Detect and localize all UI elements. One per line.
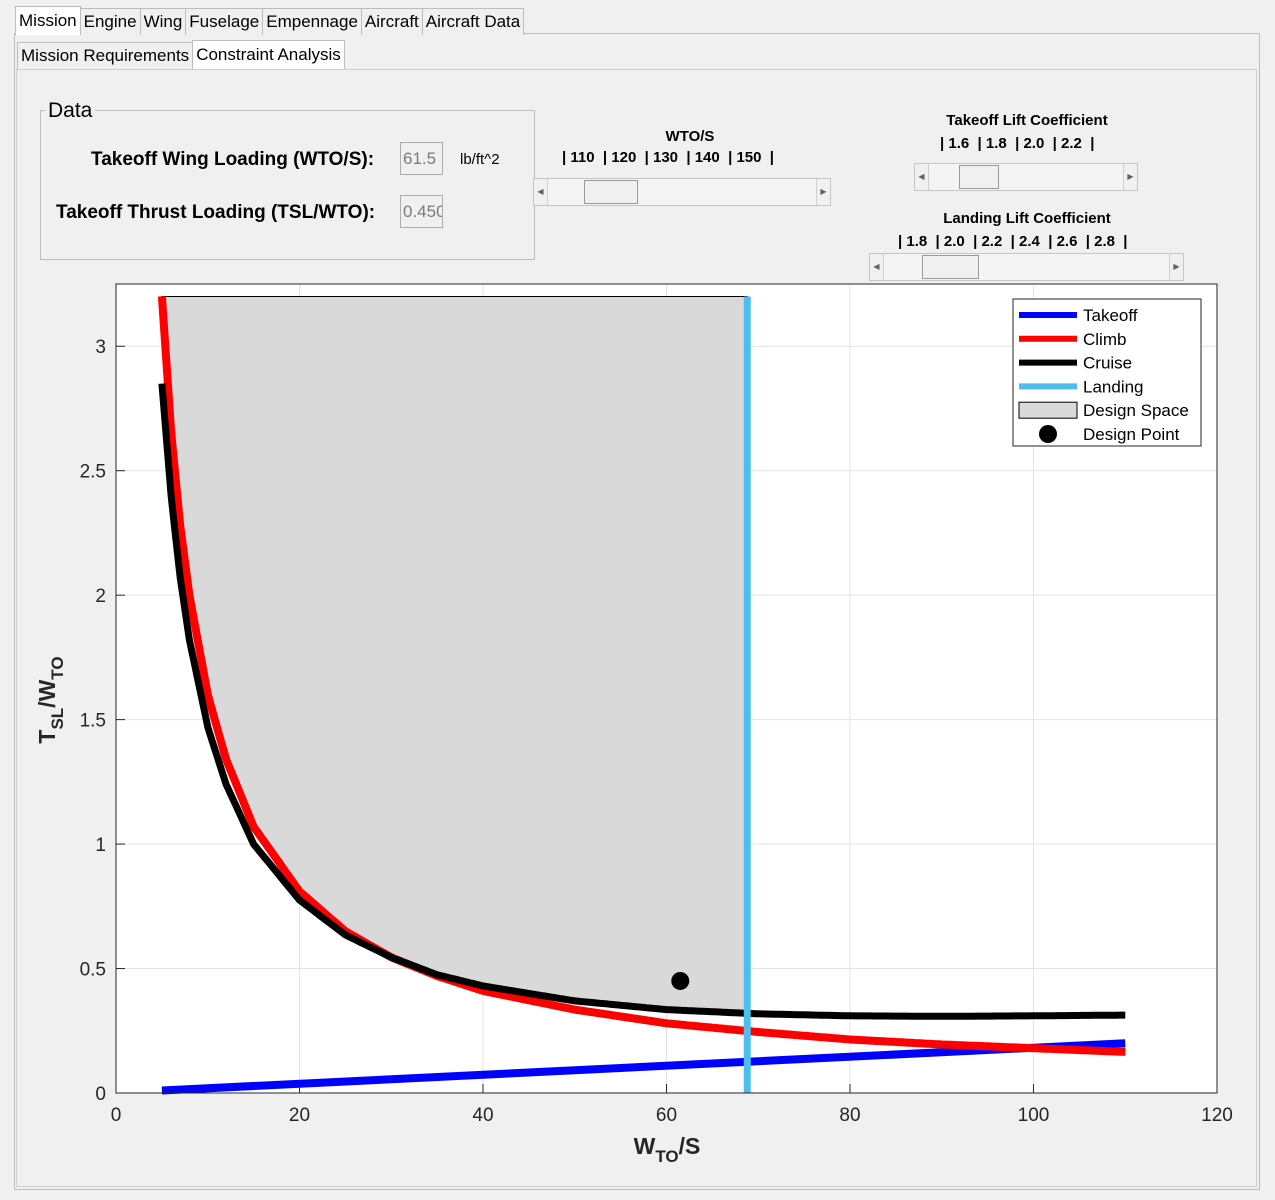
legend-swatch-design-point: [1039, 425, 1057, 443]
y-tick-label: 1: [95, 835, 106, 856]
main-tab-bar: Mission Engine Wing Fuselage Empennage Aircra…: [15, 6, 525, 35]
chart-legend: Takeoff Climb Cruise Landing Design Space Des…: [1012, 298, 1202, 447]
tab-aircraft-data[interactable]: Aircraft Data: [421, 8, 525, 35]
legend-label-design-point: Design Point: [1083, 425, 1180, 444]
landing-cl-slider-thumb[interactable]: [922, 255, 979, 279]
tab-aircraft[interactable]: Aircraft: [360, 8, 423, 35]
x-tick-label: 60: [656, 1105, 677, 1126]
y-tick-label: 0: [95, 1084, 106, 1105]
takeoff-cl-slider-thumb[interactable]: [959, 165, 999, 189]
wto-s-slider-ticks: | 110 | 120 | 130 | 140 | 150 |: [562, 149, 774, 166]
wing-loading-field[interactable]: 61.5: [400, 142, 443, 175]
slider-right-arrow-icon[interactable]: ▶: [1169, 254, 1183, 280]
y-axis-label: TSL/WTO: [34, 656, 67, 743]
legend-label-takeoff: Takeoff: [1083, 306, 1138, 325]
subtab-mission-requirements[interactable]: Mission Requirements: [17, 42, 194, 69]
wing-loading-unit: lb/ft^2: [460, 151, 500, 168]
slider-left-arrow-icon[interactable]: ◀: [870, 254, 884, 280]
axis-ticks: 0 20 40 60 80 100 120 0 0.5 1 1.5 2 2.5 3: [80, 337, 1233, 1126]
thrust-loading-field[interactable]: 0.450: [400, 195, 443, 228]
slider-right-arrow-icon[interactable]: ▶: [816, 179, 830, 205]
wto-s-slider[interactable]: ◀ ▶: [533, 178, 831, 206]
y-tick-label: 2: [95, 586, 106, 607]
x-tick-label: 0: [111, 1105, 122, 1126]
x-tick-label: 40: [472, 1105, 493, 1126]
sub-tab-bar: Mission Requirements Constraint Analysis: [17, 40, 345, 69]
slider-left-arrow-icon[interactable]: ◀: [534, 179, 548, 205]
legend-label-landing: Landing: [1083, 377, 1144, 396]
tab-mission[interactable]: Mission: [15, 6, 81, 35]
x-tick-label: 120: [1201, 1105, 1233, 1126]
wto-s-slider-thumb[interactable]: [584, 180, 638, 204]
legend-box: [1012, 298, 1202, 447]
x-tick-label: 20: [289, 1105, 310, 1126]
thrust-loading-label: Takeoff Thrust Loading (TSL/WTO):: [56, 202, 376, 223]
y-tick-label: 3: [95, 337, 106, 358]
y-tick-label: 0.5: [80, 960, 106, 981]
series-line-climb: [157, 296, 1126, 1056]
x-axis-label: WTO/S: [634, 1133, 701, 1166]
legend-label-design-space: Design Space: [1083, 401, 1189, 420]
subtab-constraint-analysis[interactable]: Constraint Analysis: [192, 40, 345, 69]
takeoff-cl-slider-ticks: | 1.6 | 1.8 | 2.0 | 2.2 |: [940, 135, 1095, 152]
slider-left-arrow-icon[interactable]: ◀: [915, 164, 929, 190]
wto-s-slider-title: WTO/S: [665, 128, 715, 145]
design-point-marker: [671, 971, 690, 990]
x-tick-label: 80: [839, 1105, 860, 1126]
data-group-title: Data: [45, 99, 96, 123]
legend-label-climb: Climb: [1083, 330, 1126, 349]
landing-cl-slider-title: Landing Lift Coefficient: [943, 210, 1111, 227]
y-tick-label: 1.5: [80, 711, 106, 732]
landing-cl-slider-ticks: | 1.8 | 2.0 | 2.2 | 2.4 | 2.6 | 2.8 |: [898, 233, 1128, 250]
series-layer: [157, 296, 1126, 1095]
landing-cl-slider[interactable]: ◀ ▶: [869, 253, 1184, 281]
legend-swatch-design-space: [1018, 401, 1078, 419]
series-line-cruise: [158, 383, 1126, 1020]
takeoff-cl-slider-title: Takeoff Lift Coefficient: [946, 112, 1108, 129]
slider-right-arrow-icon[interactable]: ▶: [1123, 164, 1137, 190]
tab-fuselage[interactable]: Fuselage: [185, 8, 264, 35]
legend-label-cruise: Cruise: [1083, 354, 1132, 373]
y-tick-label: 2.5: [80, 462, 106, 483]
takeoff-cl-slider[interactable]: ◀ ▶: [914, 163, 1138, 191]
wing-loading-label: Takeoff Wing Loading (WTO/S):: [91, 149, 375, 170]
x-tick-label: 100: [1018, 1105, 1050, 1126]
series-line-takeoff: [161, 1039, 1126, 1095]
tab-wing[interactable]: Wing: [139, 8, 187, 35]
